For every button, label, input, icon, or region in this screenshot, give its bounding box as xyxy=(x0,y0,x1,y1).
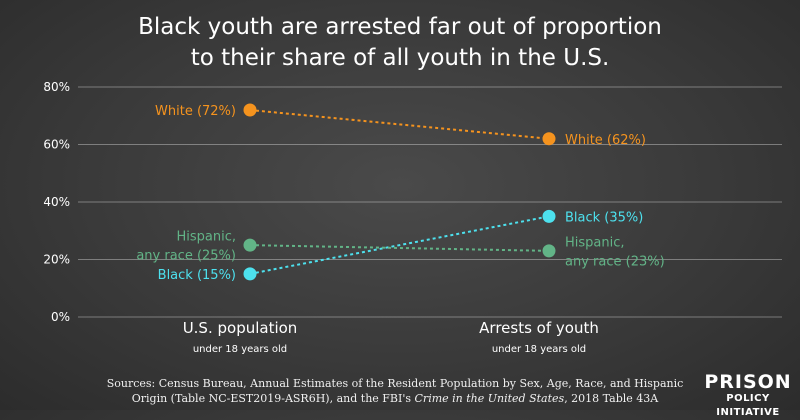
hispanic-data-point xyxy=(542,244,556,258)
slope-chart: 0% 20% 40% 60% 80% U.S. population under 18 ye… xyxy=(43,80,665,355)
sources-line-1: Sources: Census Bureau, Annual Estimates… xyxy=(106,377,684,390)
x-category-label: U.S. population xyxy=(183,319,298,337)
sources-text-c: , 2018 Table 43A xyxy=(564,392,659,405)
hispanic-data-label: any race (23%) xyxy=(565,254,665,269)
logo-line-2: POLICY INITIATIVE xyxy=(716,393,780,418)
x-category-label: Arrests of youth xyxy=(479,319,599,337)
black-data-label: Black (15%) xyxy=(158,268,236,283)
y-tick-label: 40% xyxy=(43,195,70,209)
hispanic-data-label: Hispanic, xyxy=(565,235,625,250)
logo-line-1: PRISON xyxy=(704,371,792,393)
hispanic-series-line xyxy=(249,244,550,252)
chart-title-line-2: to their share of all youth in the U.S. xyxy=(190,45,610,71)
y-tick-label: 80% xyxy=(43,80,70,94)
x-category-sublabel: under 18 years old xyxy=(492,344,586,355)
prison-policy-initiative-logo: PRISON POLICY INITIATIVE xyxy=(702,372,794,420)
chart-title-line-1: Black youth are arrested far out of prop… xyxy=(138,14,662,40)
black-data-point xyxy=(542,209,556,223)
sources-line-2: Origin (Table NC-EST2019-ASR6H), and the… xyxy=(95,391,695,406)
y-tick-label: 60% xyxy=(43,138,70,152)
x-category-sublabel: under 18 years old xyxy=(193,344,287,355)
white-data-point xyxy=(243,103,257,117)
sources-text-a: Origin (Table NC-EST2019-ASR6H), and the… xyxy=(131,392,415,405)
white-data-label: White (62%) xyxy=(565,133,646,148)
chart-title: Black youth are arrested far out of prop… xyxy=(0,12,800,74)
hispanic-data-label: Hispanic, xyxy=(176,230,236,245)
sources-publication-title: Crime in the United States xyxy=(414,392,565,405)
black-data-point xyxy=(243,267,257,281)
white-series-line xyxy=(249,109,550,140)
white-data-label: White (72%) xyxy=(155,104,236,119)
y-tick-label: 20% xyxy=(43,253,70,267)
black-series-line xyxy=(249,215,550,275)
black-data-label: Black (35%) xyxy=(565,210,643,225)
hispanic-data-label: any race (25%) xyxy=(136,249,236,264)
hispanic-data-point xyxy=(243,238,257,252)
sources-note: Sources: Census Bureau, Annual Estimates… xyxy=(95,376,695,406)
white-data-point xyxy=(542,132,556,146)
y-tick-label: 0% xyxy=(51,310,70,324)
